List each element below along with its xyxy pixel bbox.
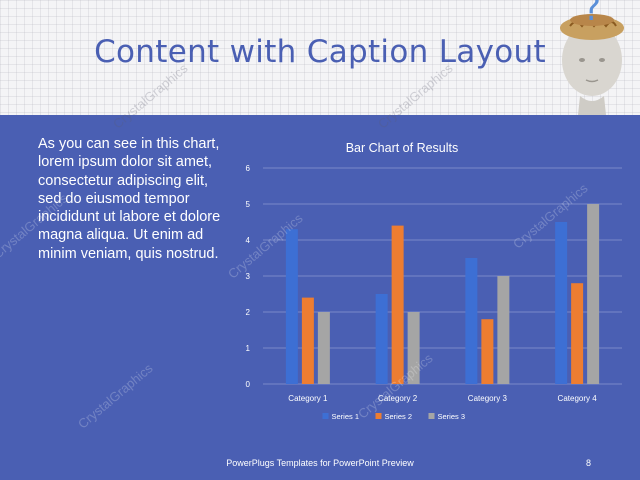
legend-label: Series 1 (332, 412, 360, 421)
bar-1-4 (555, 222, 568, 384)
y-tick-label: 4 (246, 236, 251, 245)
legend-label: Series 3 (438, 412, 466, 421)
bar-1-3 (465, 258, 478, 384)
bar-chart[interactable]: Bar Chart of Results 0 1 2 3 4 5 6 Category 1 Cat… (230, 130, 630, 430)
caption-text[interactable]: As you can see in this chart, lorem ipsu… (38, 136, 221, 262)
svg-text:?: ? (583, 0, 601, 29)
header-band (0, 0, 640, 115)
bar-1-2 (375, 294, 388, 384)
x-tick-label: Category 2 (378, 394, 418, 403)
bar-2-3 (481, 319, 494, 384)
x-tick-label: Category 1 (288, 394, 328, 403)
watermark: CrystalGraphics (75, 360, 156, 432)
x-tick-label: Category 3 (468, 394, 508, 403)
bar-1-1 (285, 229, 298, 384)
head-with-question-mark-illustration: ? (560, 0, 624, 115)
y-tick-label: 1 (246, 344, 251, 353)
x-tick-label: Category 4 (558, 394, 598, 403)
bar-3-4 (587, 204, 600, 384)
bar-2-1 (301, 297, 314, 384)
legend-label: Series 2 (385, 412, 413, 421)
page-number: 8 (585, 458, 591, 468)
legend-swatch (428, 413, 435, 419)
chart-title: Bar Chart of Results (346, 141, 459, 155)
y-tick-label: 0 (246, 380, 251, 389)
bar-2-2 (391, 225, 404, 384)
footer-text: PowerPlugs Templates for PowerPoint Prev… (226, 458, 414, 468)
y-tick-label: 5 (246, 200, 251, 209)
bar-2-4 (571, 283, 584, 384)
bar-3-3 (497, 276, 510, 384)
legend-swatch (322, 413, 329, 419)
y-tick-label: 3 (246, 272, 251, 281)
bar-3-1 (317, 312, 330, 384)
y-tick-label: 2 (246, 308, 251, 317)
legend-swatch (375, 413, 382, 419)
slide-title[interactable]: Content with Caption Layout (94, 34, 546, 70)
bar-3-2 (407, 312, 420, 384)
y-tick-label: 6 (246, 164, 251, 173)
